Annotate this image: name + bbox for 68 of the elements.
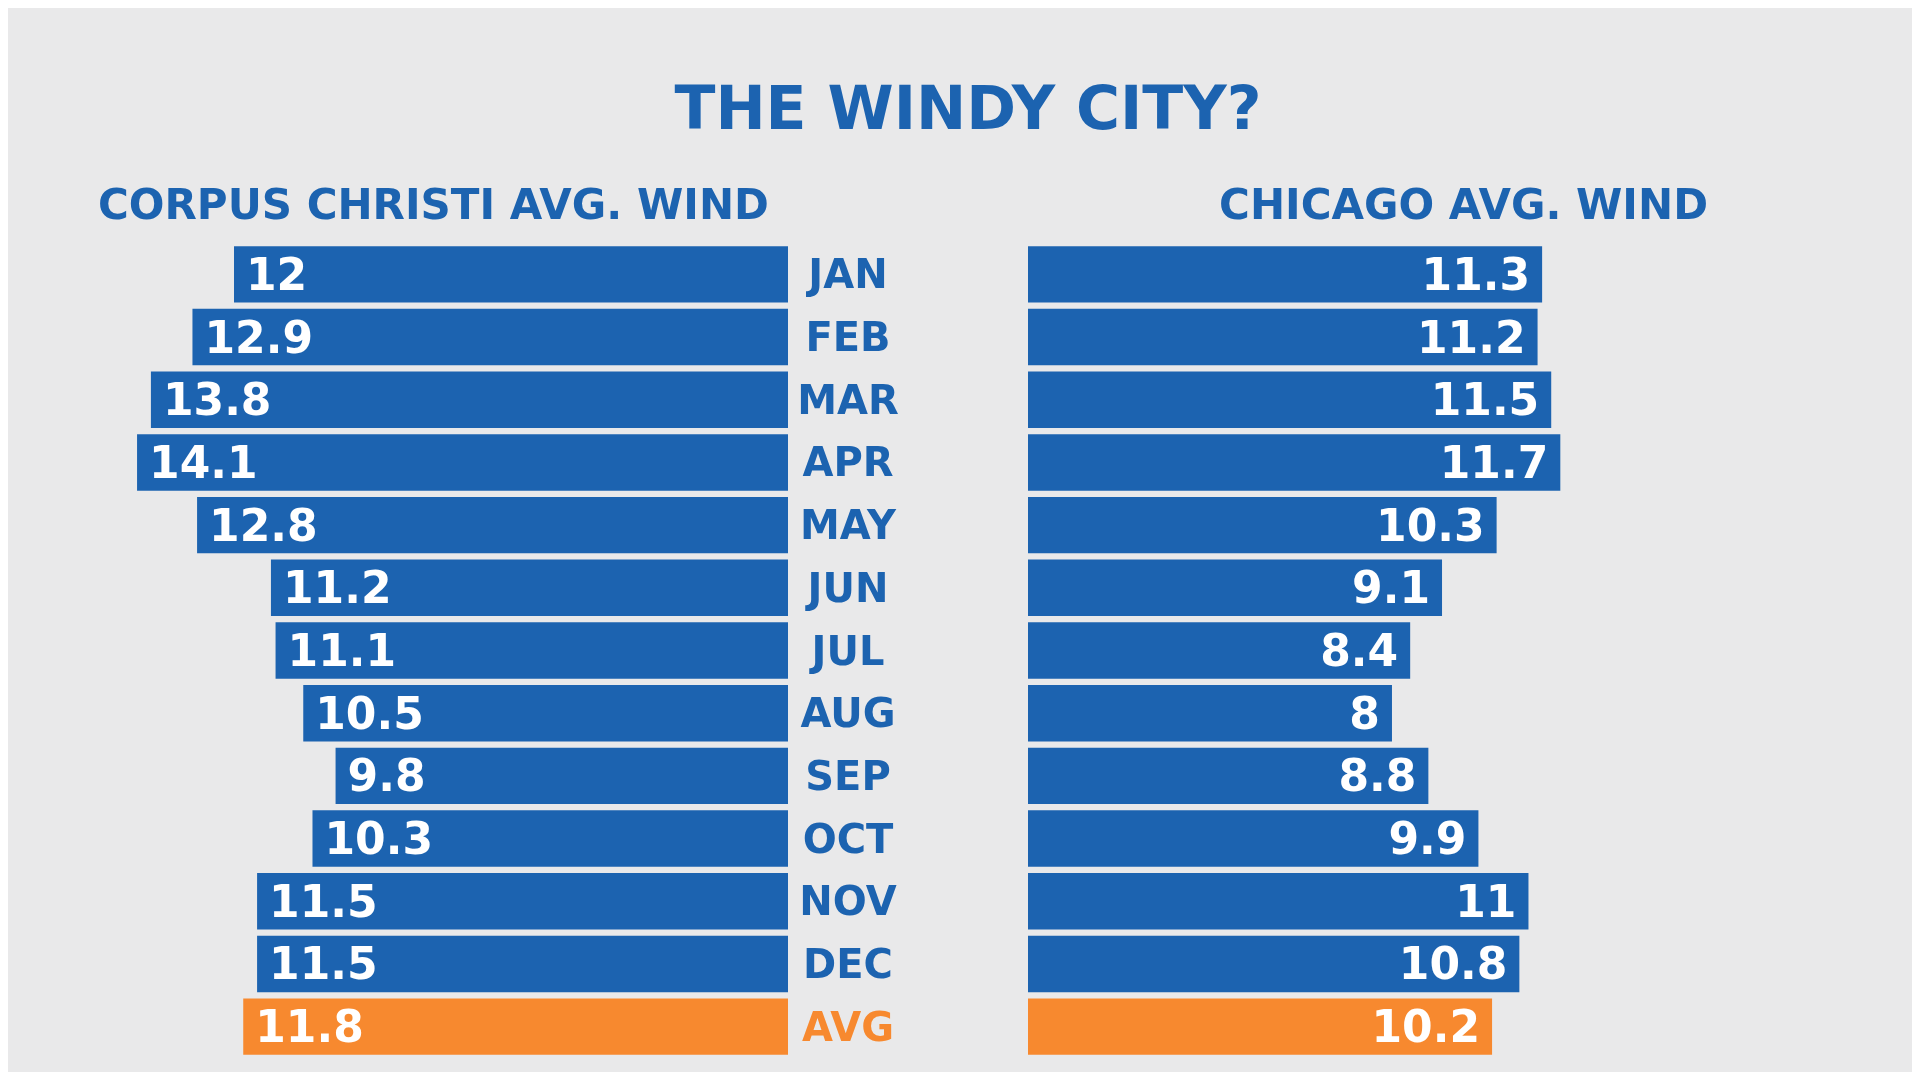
bar [312,810,788,867]
data-label: 11.7 [1439,436,1549,488]
y-tick-label: APR [802,439,894,486]
data-label: 10.2 [1371,1001,1481,1053]
series-label: CORPUS CHRISTI AVG. WIND [98,179,769,229]
y-tick-label: JUN [804,564,889,611]
data-label: 11.1 [287,625,397,676]
data-label: 9.9 [1388,813,1467,865]
text: THE WINDY CITY? [673,73,1263,143]
y-tick-label: JUL [808,627,885,674]
bar [1028,559,1443,617]
y-tick-label: MAY [800,502,897,549]
data-label: 14.1 [149,436,258,488]
data-label: 10.5 [315,687,424,739]
data-label: 12 [246,248,308,300]
data-label: 11.2 [282,562,392,614]
bar [1028,246,1543,303]
data-label: 8 [1349,687,1380,739]
y-tick-label: SEP [805,752,891,799]
data-label: 11.2 [1417,311,1526,363]
bar [1028,622,1411,679]
data-label: 11.5 [269,875,378,927]
bar [335,747,788,805]
series-label: CHICAGO AVG. WIND [1219,179,1708,229]
bar [1028,684,1392,742]
y-tick-label: DEC [803,940,893,987]
bar [234,246,788,303]
data-label: 12.8 [209,499,318,551]
bar [150,371,788,428]
data-label: 8.8 [1338,750,1417,802]
y-tick-label: FEB [805,314,891,361]
data-label: 11.3 [1421,248,1531,300]
data-label: 11.5 [269,938,378,990]
bar [1028,747,1429,805]
bar [137,434,788,491]
data-label: 10.3 [324,813,434,865]
bar [257,873,788,930]
data-label: 9.8 [347,750,426,802]
data-label: 11 [1455,875,1517,927]
y-tick-label: NOV [799,878,897,925]
y-tick-label: MAR [797,376,899,423]
bar [257,935,788,993]
bar [1028,935,1520,993]
bar [1028,873,1529,930]
bar [192,308,788,366]
data-label: 11.5 [1430,374,1540,426]
bar [303,684,788,742]
data-label: 12.9 [204,311,314,363]
bar [275,622,788,679]
data-label: 10.8 [1398,938,1508,990]
data-label: 9.1 [1352,562,1431,614]
bar [270,559,788,617]
y-tick-label: AUG [800,690,896,737]
bar [197,496,788,554]
y-tick-label: AVG [801,1003,895,1050]
data-label: 13.8 [162,374,272,426]
bar [1028,308,1538,366]
bar [1028,434,1561,491]
bar [1028,998,1493,1055]
data-label: 10.3 [1376,499,1485,551]
bar [1028,496,1497,554]
bar [1028,371,1552,428]
bar [1028,810,1479,867]
bar [243,998,788,1055]
data-label: 11.8 [255,1001,364,1053]
data-label: 8.4 [1320,625,1399,676]
y-tick-label: OCT [802,815,895,862]
y-tick-label: JAN [805,251,888,298]
